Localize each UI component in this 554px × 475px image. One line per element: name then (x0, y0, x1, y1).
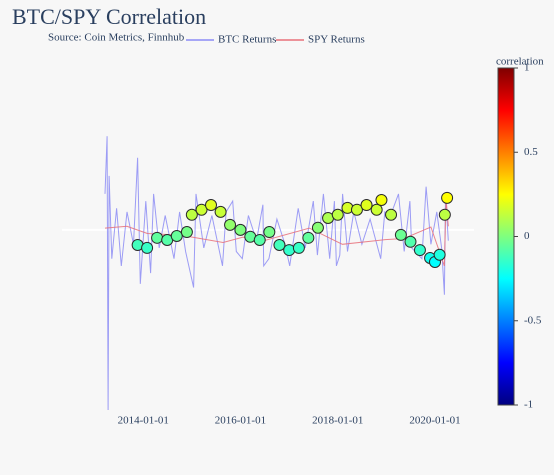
correlation-point (185, 208, 198, 221)
correlation-point (292, 241, 305, 254)
correlation-point (404, 235, 417, 248)
correlation-point (441, 191, 454, 204)
series-line (104, 197, 449, 267)
colorbar-tick-label: 0.5 (524, 146, 538, 158)
correlation-point (360, 199, 373, 212)
correlation-point (234, 223, 247, 236)
colorbar-tick-label: -0.5 (524, 314, 542, 326)
correlation-point (170, 230, 183, 243)
correlation-point (141, 241, 154, 254)
colorbar-tick-label: 1 (524, 62, 530, 74)
correlation-point (331, 208, 344, 221)
legend-label: BTC Returns (218, 34, 276, 46)
correlation-point (394, 228, 407, 241)
colorbar (497, 67, 515, 406)
correlation-point (214, 205, 227, 218)
correlation-point (375, 193, 388, 206)
correlation-point (263, 226, 276, 239)
legend-label: SPY Returns (308, 34, 365, 46)
x-tick-label: 2014-01-01 (118, 415, 169, 427)
correlation-point (273, 239, 286, 252)
colorbar-title: correlation (496, 56, 544, 68)
correlation-point (195, 203, 208, 216)
chart-subtitle: Source: Coin Metrics, Finnhub (48, 32, 185, 44)
chart-title: BTC/SPY Correlation (12, 4, 206, 29)
correlation-point (180, 226, 193, 239)
correlation-point (433, 248, 446, 261)
correlation-point (413, 244, 426, 257)
colorbar-tick-label: 0 (524, 230, 530, 242)
correlation-point (438, 208, 451, 221)
correlation-point (224, 218, 237, 231)
correlation-point (302, 231, 315, 244)
correlation-point (151, 231, 164, 244)
x-tick-label: 2016-01-01 (215, 415, 266, 427)
x-tick-label: 2020-01-01 (409, 415, 460, 427)
correlation-point (350, 203, 363, 216)
colorbar-tick-label: -1 (524, 399, 533, 411)
series-line (104, 136, 449, 411)
correlation-point (370, 203, 383, 216)
correlation-point (311, 221, 324, 234)
x-tick-label: 2018-01-01 (312, 415, 363, 427)
correlation-point (283, 244, 296, 257)
correlation-point (385, 208, 398, 221)
correlation-point (205, 199, 218, 212)
correlation-point (253, 233, 266, 246)
